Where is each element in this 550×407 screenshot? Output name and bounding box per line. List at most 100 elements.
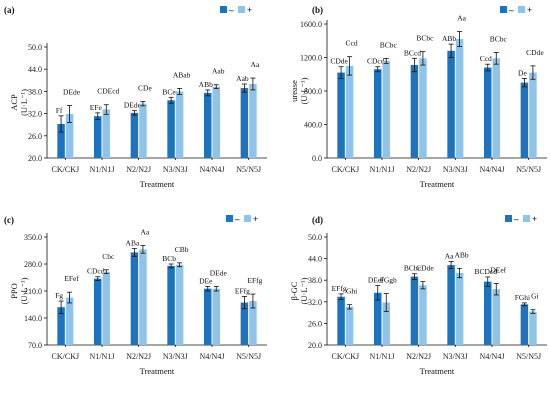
legend-label-plus: +	[253, 214, 258, 224]
bar-minus	[94, 116, 102, 158]
significance-label: DEde	[63, 87, 81, 96]
legend-swatch-minus	[220, 6, 227, 13]
panel-label: (b)	[312, 5, 323, 15]
y-tick-label: 1200.0	[300, 54, 322, 63]
x-tick-label: CK/CKJ	[332, 165, 360, 174]
chart-panel-2: (b) – +0.0400.0800.01200.01600.0urease(U·L…	[289, 5, 547, 189]
significance-label: Aa	[141, 227, 150, 236]
y-axis-title: ACP(U·L⁻¹)	[9, 89, 29, 116]
y-axis-label: PPO	[9, 283, 19, 299]
y-tick-label: 280.0	[24, 260, 42, 269]
bar-minus	[520, 304, 529, 345]
bar-minus	[520, 82, 529, 158]
y-tick-label: 20.0	[308, 341, 322, 350]
legend: – +	[226, 214, 258, 224]
bar-minus	[410, 65, 419, 158]
y-axis-title: β-GC(U·L⁻¹)	[289, 277, 309, 304]
x-tick-label: N1/N1J	[370, 352, 395, 361]
bar-minus	[167, 265, 175, 345]
significance-label: ABa	[126, 239, 140, 248]
bar-minus	[447, 265, 455, 345]
x-tick-label: N2/N2J	[406, 352, 431, 361]
significance-label: Aa	[445, 251, 454, 260]
x-tick-label: CK/CKJ	[332, 352, 360, 361]
y-tick-label: 44.0	[308, 255, 322, 264]
bar-minus	[484, 67, 492, 158]
significance-label: ABb	[442, 34, 456, 43]
bar-plus	[139, 249, 147, 345]
x-tick-label: N1/N1J	[90, 165, 115, 174]
significance-label: BCbc	[490, 34, 508, 43]
y-tick-label: 210.0	[24, 287, 42, 296]
x-tick-label: N5/N5J	[516, 165, 541, 174]
bar-plus	[492, 58, 500, 158]
bar-plus	[175, 264, 184, 345]
bar-plus	[492, 289, 500, 345]
bar-minus	[94, 278, 102, 345]
y-axis-unit: (U·L⁻¹)	[19, 277, 29, 304]
bar-plus	[419, 58, 427, 158]
y-tick-label: 38.0	[308, 276, 322, 285]
significance-label: ABb	[454, 250, 468, 259]
bar-plus	[65, 297, 74, 345]
significance-label: CDde	[526, 48, 544, 57]
y-tick-label: 26.0	[308, 319, 322, 328]
bar-minus	[167, 100, 175, 158]
y-tick-label: 50.0	[28, 43, 42, 52]
bar-plus	[345, 306, 354, 345]
legend-swatch-minus	[505, 215, 512, 222]
y-tick-label: 400.0	[304, 121, 322, 130]
x-tick-label: CK/CKJ	[52, 165, 80, 174]
significance-label: BCcd	[404, 48, 421, 57]
significance-label: ABb	[199, 80, 213, 89]
significance-label: EFe	[90, 103, 103, 112]
significance-label: BCbc	[380, 40, 398, 49]
panel-label: (a)	[4, 5, 15, 15]
x-tick-label: N5/N5J	[236, 352, 261, 361]
y-axis-label: urease	[289, 80, 299, 102]
significance-label: DEde	[124, 101, 142, 110]
significance-label: BCDcd	[475, 267, 498, 276]
y-axis-label: ACP	[9, 94, 19, 111]
bar-plus	[139, 103, 147, 158]
bar-plus	[65, 113, 74, 158]
legend-label-minus: –	[513, 214, 519, 224]
significance-label: Ccd	[346, 39, 358, 48]
bar-plus	[102, 109, 110, 158]
bar-plus	[175, 91, 184, 158]
x-tick-label: N4/N4J	[200, 352, 225, 361]
x-tick-label: N4/N4J	[480, 165, 505, 174]
bar-minus	[204, 288, 212, 345]
bar-plus	[455, 273, 464, 345]
significance-label: BCb	[162, 254, 176, 263]
bar-plus	[529, 72, 537, 158]
bar-minus	[240, 88, 249, 158]
significance-label: Aab	[236, 74, 249, 83]
legend-label-plus: +	[532, 214, 537, 224]
bar-plus	[382, 302, 390, 345]
significance-label: CBb	[175, 245, 189, 254]
legend-label-minus: –	[234, 214, 240, 224]
y-tick-label: 140.0	[24, 314, 42, 323]
bar-plus	[102, 271, 110, 345]
x-tick-label: N2/N2J	[126, 165, 151, 174]
bar-minus	[374, 69, 382, 158]
bar-plus	[249, 301, 257, 345]
bar-minus	[447, 50, 455, 158]
y-tick-label: 32.0	[28, 110, 42, 119]
y-tick-label: 800.0	[304, 87, 322, 96]
legend-swatch-minus	[500, 6, 507, 13]
legend-swatch-plus	[244, 215, 251, 222]
bar-plus	[212, 86, 220, 158]
significance-label: Ff	[56, 106, 63, 115]
bar-plus	[419, 285, 427, 345]
significance-label: Cbc	[102, 252, 115, 261]
x-tick-label: N5/N5J	[236, 165, 261, 174]
bar-minus	[204, 92, 212, 158]
chart-panel-4: (d) – +20.026.032.038.044.050.0β-GC(U·L⁻¹)…	[289, 214, 547, 376]
significance-label: CDde	[416, 264, 434, 273]
bar-plus	[345, 65, 354, 158]
legend-swatch-plus	[523, 215, 530, 222]
